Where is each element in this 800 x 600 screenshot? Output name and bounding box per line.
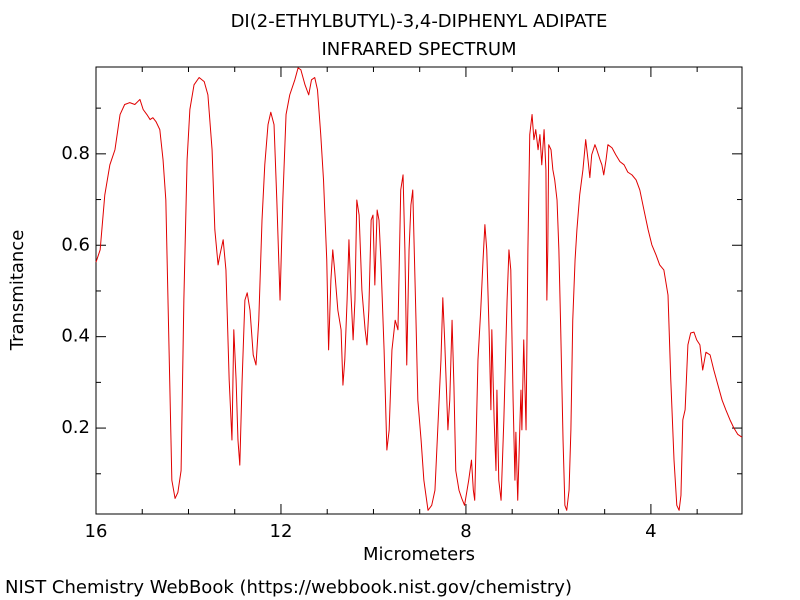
y-tick-label: 0.2: [61, 417, 90, 438]
y-tick-label: 0.6: [61, 234, 90, 255]
source-note: NIST Chemistry WebBook (https://webbook.…: [5, 577, 572, 598]
y-tick-label: 0.8: [61, 143, 90, 164]
spectrum-line: [95, 67, 743, 511]
chart-title: DI(2-ETHYLBUTYL)-3,4-DIPHENYL ADIPATE: [231, 11, 608, 32]
y-axis-label: Transmitance: [7, 230, 28, 352]
x-axis-label: Micrometers: [363, 544, 475, 565]
y-tick-label: 0.4: [61, 326, 90, 347]
x-tick-label: 8: [460, 521, 471, 542]
x-tick-label: 4: [645, 521, 656, 542]
chart-subtitle: INFRARED SPECTRUM: [321, 39, 516, 60]
plot-frame: [95, 66, 743, 515]
x-tick-label: 16: [85, 521, 108, 542]
x-tick-label: 12: [270, 521, 293, 542]
